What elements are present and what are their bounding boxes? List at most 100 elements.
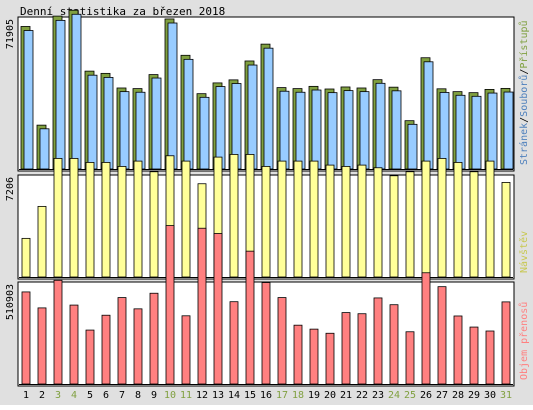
bar-top-b-day-11 — [183, 58, 194, 170]
bar-top-b-day-26 — [423, 61, 434, 170]
bar-middle-a-day-29 — [469, 171, 479, 278]
panel-bottom-legend: Objem přenosů — [518, 302, 530, 380]
bar-top-b-day-17 — [279, 90, 290, 170]
x-tick-label: 17 — [276, 390, 288, 401]
bar-top-b-day-6 — [103, 77, 114, 170]
x-tick-label: 1 — [23, 390, 29, 401]
bar-top-b-day-2 — [39, 128, 50, 170]
bar-bottom-a-day-1 — [21, 291, 31, 385]
bar-bottom-a-day-29 — [469, 326, 479, 385]
x-tick-label: 25 — [404, 390, 416, 401]
chart-title: Denní statistika za březen 2018 — [20, 5, 225, 18]
bar-top-b-day-25 — [407, 123, 418, 170]
bar-bottom-a-day-26 — [421, 272, 431, 385]
panel-bottom-max-label: 510903 — [5, 284, 16, 320]
bar-bottom-a-day-4 — [69, 304, 79, 385]
bar-middle-a-day-19 — [309, 160, 319, 278]
bar-middle-a-day-8 — [133, 160, 143, 278]
legend-part-0: Návštěv — [518, 231, 530, 273]
bar-bottom-a-day-10 — [165, 225, 175, 385]
bar-bottom-a-day-22 — [357, 313, 367, 385]
bar-bottom-a-day-3 — [53, 279, 63, 385]
bar-bottom-a-day-8 — [133, 308, 143, 385]
bar-top-b-day-21 — [343, 90, 354, 170]
bar-bottom-a-day-17 — [277, 297, 287, 385]
bar-middle-a-day-31 — [501, 182, 511, 278]
bar-top-b-day-12 — [199, 96, 210, 170]
x-tick-label: 2 — [39, 390, 45, 401]
bar-bottom-a-day-27 — [437, 286, 447, 385]
x-tick-label: 28 — [452, 390, 464, 401]
bar-bottom-a-day-7 — [117, 297, 127, 385]
bar-middle-a-day-3 — [53, 158, 63, 278]
bar-top-b-day-18 — [295, 91, 306, 170]
panel-middle-max-label: 7206 — [5, 177, 16, 201]
x-tick-label: 4 — [71, 390, 77, 401]
x-tick-label: 31 — [500, 390, 512, 401]
bar-top-b-day-7 — [119, 91, 130, 170]
bar-top-b-day-23 — [375, 82, 386, 170]
bar-top-b-day-1 — [23, 30, 34, 170]
bar-bottom-a-day-23 — [373, 297, 383, 385]
bar-top-b-day-19 — [311, 89, 322, 170]
bar-middle-a-day-27 — [437, 158, 447, 278]
x-tick-label: 27 — [436, 390, 448, 401]
bar-bottom-a-day-30 — [485, 330, 495, 385]
bar-bottom-a-day-9 — [149, 292, 159, 385]
bar-bottom-a-day-31 — [501, 301, 511, 385]
bar-bottom-a-day-11 — [181, 315, 191, 385]
bar-bottom-a-day-6 — [101, 314, 111, 385]
bar-top-b-day-20 — [327, 92, 338, 170]
x-tick-label: 29 — [468, 390, 480, 401]
bar-top-b-day-29 — [471, 95, 482, 170]
x-tick-label: 11 — [180, 390, 192, 401]
x-tick-label: 21 — [340, 390, 352, 401]
x-tick-label: 3 — [55, 390, 61, 401]
x-tick-label: 8 — [135, 390, 141, 401]
legend-part-4: Přístupů — [518, 20, 530, 68]
bar-middle-a-day-1 — [21, 237, 31, 278]
bar-top-b-day-9 — [151, 77, 162, 170]
bar-bottom-a-day-15 — [245, 250, 255, 385]
x-tick-label: 30 — [484, 390, 496, 401]
bar-top-b-day-3 — [55, 19, 66, 170]
x-tick-label: 20 — [324, 390, 336, 401]
bar-middle-a-day-20 — [325, 164, 335, 278]
bar-top-b-day-30 — [487, 92, 498, 170]
x-tick-label: 15 — [244, 390, 256, 401]
bar-middle-a-day-16 — [261, 166, 271, 278]
bar-top-b-day-22 — [359, 91, 370, 170]
bar-middle-a-day-23 — [373, 167, 383, 278]
bar-bottom-a-day-14 — [229, 301, 239, 385]
bar-bottom-a-day-20 — [325, 332, 335, 385]
bar-middle-a-day-5 — [85, 162, 95, 278]
bar-top-b-day-27 — [439, 92, 450, 170]
x-tick-label: 13 — [212, 390, 224, 401]
x-tick-label: 7 — [119, 390, 125, 401]
bar-top-b-day-5 — [87, 74, 98, 170]
bar-bottom-a-day-13 — [213, 233, 223, 385]
panel-top-max-label: 71905 — [5, 19, 16, 49]
bar-top-b-day-13 — [215, 86, 226, 170]
bar-middle-a-day-2 — [37, 205, 47, 278]
x-tick-label: 9 — [151, 390, 157, 401]
x-tick-label: 19 — [308, 390, 320, 401]
x-tick-label: 18 — [292, 390, 304, 401]
bar-middle-a-day-11 — [181, 160, 191, 278]
bar-top-b-day-28 — [455, 94, 466, 170]
bar-middle-a-day-26 — [421, 160, 431, 278]
bar-middle-a-day-18 — [293, 160, 303, 278]
legend-part-0: Objem přenosů — [518, 302, 530, 380]
legend-part-1: / — [519, 117, 530, 123]
bar-bottom-a-day-19 — [309, 328, 319, 385]
bar-bottom-a-day-12 — [197, 227, 207, 385]
bar-middle-a-day-6 — [101, 162, 111, 278]
legend-part-0: Stránek — [518, 123, 530, 165]
bar-bottom-a-day-24 — [389, 304, 399, 385]
panel-top-legend: Stránek/Souborů/Přístupů — [518, 20, 530, 165]
bar-middle-a-day-22 — [357, 164, 367, 278]
x-tick-label: 5 — [87, 390, 93, 401]
bar-middle-a-day-28 — [453, 162, 463, 278]
